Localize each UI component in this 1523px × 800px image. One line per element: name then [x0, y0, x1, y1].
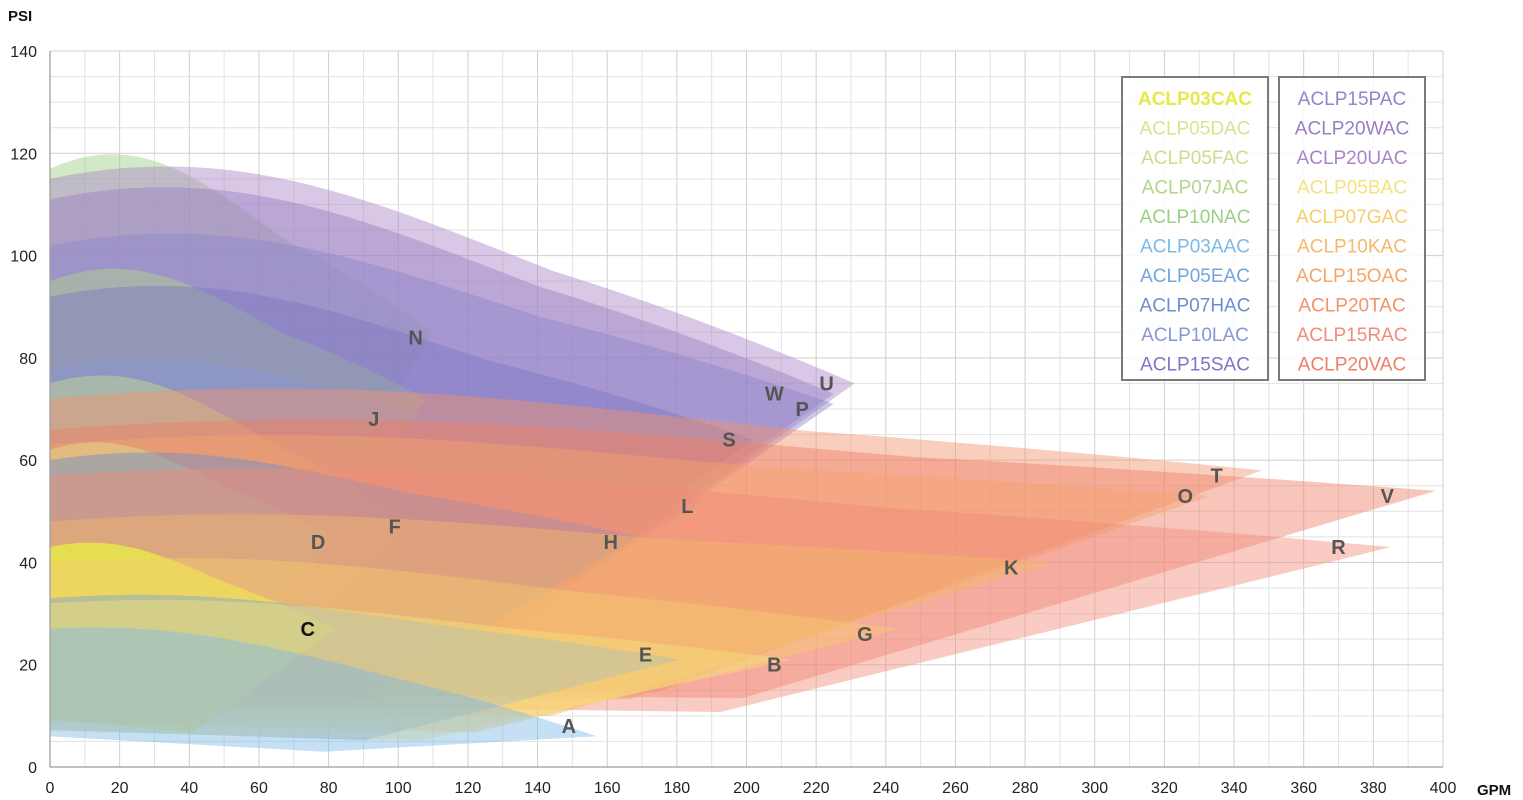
performance-area-p	[50, 233, 834, 677]
legend-entry: ACLP10KAC	[1297, 237, 1407, 258]
x-tick-label: 220	[803, 780, 830, 797]
legend-entry: ACLP05DAC	[1140, 119, 1251, 140]
x-tick-label: 120	[455, 780, 482, 797]
legend-entry: ACLP15OAC	[1296, 266, 1408, 287]
curve-label-o: O	[1178, 486, 1194, 508]
performance-areas	[50, 154, 1436, 752]
x-tick-label: 320	[1151, 780, 1178, 797]
performance-area-k	[50, 514, 1053, 716]
performance-area-b	[50, 599, 792, 741]
curve-label-f: F	[389, 517, 401, 539]
y-tick-label: 100	[10, 249, 37, 266]
axes: 0 20 40 60 80 100 120 140 160 180 200 220 240 260 280 3…	[10, 44, 1456, 797]
y-tick-label: 40	[19, 555, 37, 572]
x-tick-label: 260	[942, 780, 969, 797]
legend-entry: ACLP20WAC	[1295, 119, 1409, 140]
performance-area-a	[50, 627, 597, 752]
x-tick-label: 300	[1081, 780, 1108, 797]
curve-label-d: D	[311, 532, 325, 554]
curve-label-k: K	[1004, 558, 1019, 580]
x-tick-label: 160	[594, 780, 621, 797]
x-tick-label: 40	[180, 780, 198, 797]
grid	[49, 50, 1444, 768]
performance-area-w	[50, 187, 834, 674]
curve-label-l: L	[681, 496, 693, 518]
performance-area-v	[50, 419, 1436, 698]
x-tick-label: 140	[524, 780, 551, 797]
x-tick-label: 200	[733, 780, 760, 797]
x-tick-label: 280	[1012, 780, 1039, 797]
x-tick-label: 0	[46, 780, 55, 797]
y-tick-label: 60	[19, 453, 37, 470]
curve-label-c: C	[300, 619, 314, 641]
x-tick-label: 80	[320, 780, 338, 797]
curve-label-g: G	[857, 624, 873, 646]
legend-entry: ACLP07JAC	[1142, 178, 1249, 199]
x-tick-label: 380	[1360, 780, 1387, 797]
legend-right-column	[1278, 76, 1426, 381]
x-tick-label: 60	[250, 780, 268, 797]
legend-entry: ACLP05BAC	[1297, 178, 1407, 199]
x-tick-label: 100	[385, 780, 412, 797]
legend-entry: ACLP15PAC	[1298, 89, 1406, 110]
y-tick-label: 140	[10, 44, 37, 61]
x-tick-label: 340	[1221, 780, 1248, 797]
x-tick-label: 240	[872, 780, 899, 797]
performance-area-c	[50, 542, 336, 733]
legend-entry: ACLP20UAC	[1297, 148, 1408, 169]
curve-label-e: E	[639, 644, 652, 666]
x-tick-label: 20	[111, 780, 129, 797]
curve-label-b: B	[767, 655, 781, 677]
y-tick-label: 120	[10, 146, 37, 163]
performance-area-u	[50, 166, 855, 672]
y-tick-label: 80	[19, 351, 37, 368]
performance-area-o	[50, 435, 1210, 700]
curve-label-v: V	[1381, 486, 1395, 508]
y-tick-label: 20	[19, 658, 37, 675]
x-tick-label: 180	[663, 780, 690, 797]
legend-entry: ACLP07GAC	[1296, 207, 1408, 228]
legend-entry: ACLP20TAC	[1298, 296, 1405, 317]
x-axis-title: GPM	[1477, 782, 1511, 799]
legend-entry: ACLP05EAC	[1140, 266, 1250, 287]
performance-area-e	[50, 594, 681, 741]
legend-entry: ACLP15RAC	[1297, 325, 1408, 346]
legend-entry: ACLP15SAC	[1140, 355, 1250, 376]
legend-entry: ACLP03AAC	[1140, 237, 1250, 258]
legend-entry: ACLP10NAC	[1140, 207, 1251, 228]
curve-label-p: P	[796, 399, 809, 421]
performance-area-g	[50, 557, 900, 733]
performance-area-r	[50, 468, 1391, 712]
x-tick-label: 400	[1430, 780, 1457, 797]
performance-area-t	[50, 388, 1262, 693]
legend-entry: ACLP05FAC	[1141, 148, 1249, 169]
curve-label-h: H	[603, 532, 617, 554]
curve-label-s: S	[722, 430, 735, 452]
curve-labels: A B C D E F G H J K L N O P R S T U V W	[300, 327, 1394, 738]
legend-entry: ACLP03CAC	[1138, 89, 1252, 110]
curve-label-w: W	[765, 384, 784, 406]
curve-label-j: J	[368, 409, 379, 431]
legend: ACLP03CAC ACLP05DAC ACLP05FAC ACLP07JAC ACLP…	[1121, 76, 1426, 381]
curve-label-u: U	[819, 373, 833, 395]
performance-area-n	[50, 154, 434, 659]
legend-entry: ACLP20VAC	[1298, 355, 1406, 376]
curve-label-t: T	[1211, 465, 1223, 487]
legend-left-column	[1121, 76, 1269, 381]
x-tick-label: 360	[1290, 780, 1317, 797]
legend-entry: ACLP07HAC	[1140, 296, 1251, 317]
curve-label-n: N	[408, 327, 422, 349]
legend-entry: ACLP10LAC	[1141, 325, 1249, 346]
y-axis-title: PSI	[8, 8, 32, 25]
curve-label-r: R	[1331, 537, 1346, 559]
y-tick-label: 0	[28, 760, 37, 777]
curve-label-a: A	[562, 716, 576, 738]
